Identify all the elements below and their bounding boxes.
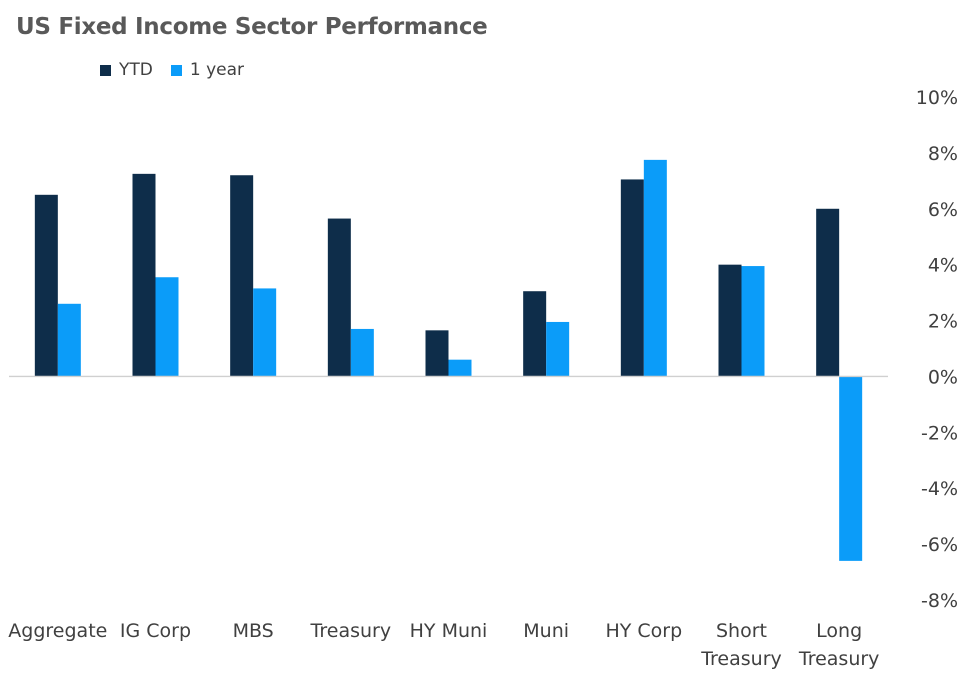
bar-1-year-ig-corp bbox=[155, 277, 179, 377]
bar-1-year-mbs bbox=[253, 288, 277, 377]
x-tick-label: Treasury bbox=[310, 620, 392, 642]
y-tick-label: 8% bbox=[928, 143, 958, 165]
x-tick-label: HY Corp bbox=[605, 620, 682, 642]
x-tick-label: MBS bbox=[233, 620, 274, 642]
x-tick-label: Long bbox=[816, 620, 862, 642]
y-tick-label: -6% bbox=[921, 534, 958, 556]
legend-swatch-1-year bbox=[170, 64, 182, 76]
bars-group bbox=[34, 159, 863, 561]
x-tick-label: Muni bbox=[523, 620, 569, 642]
y-tick-label: 4% bbox=[928, 255, 958, 277]
bar-1-year-long-treasury bbox=[839, 376, 863, 561]
bar-1-year-hy-corp bbox=[643, 159, 667, 377]
bar-ytd-muni bbox=[523, 291, 547, 377]
y-axis-ticks: 10% 8% 6% 4% 2% 0% -2% -4% -6% -8% bbox=[916, 87, 958, 612]
legend-label-ytd: YTD bbox=[119, 60, 153, 80]
x-tick-label: Short bbox=[716, 620, 767, 642]
y-tick-label: 2% bbox=[928, 311, 958, 333]
bar-ytd-treasury bbox=[327, 218, 351, 377]
bar-ytd-hy-muni bbox=[425, 330, 449, 377]
bar-ytd-hy-corp bbox=[620, 179, 644, 377]
legend: YTD 1 year bbox=[100, 60, 244, 80]
y-tick-label: -4% bbox=[921, 478, 958, 500]
x-tick-label: IG Corp bbox=[120, 620, 191, 642]
y-tick-label: 10% bbox=[916, 87, 958, 109]
x-tick-label: Treasury bbox=[700, 648, 782, 670]
bar-ytd-mbs bbox=[230, 175, 254, 377]
x-tick-label: HY Muni bbox=[410, 620, 488, 642]
bar-1-year-muni bbox=[546, 321, 570, 377]
bar-ytd-long-treasury bbox=[816, 208, 840, 377]
bar-1-year-hy-muni bbox=[448, 359, 472, 377]
bar-ytd-ig-corp bbox=[132, 173, 156, 377]
bar-ytd-short-treasury bbox=[718, 264, 742, 377]
legend-item-ytd: YTD bbox=[100, 60, 153, 80]
x-tick-label: Treasury bbox=[798, 648, 880, 670]
bar-1-year-short-treasury bbox=[741, 266, 765, 377]
y-tick-label: -8% bbox=[921, 590, 958, 612]
chart-title: US Fixed Income Sector Performance bbox=[16, 14, 488, 40]
x-axis-labels: Aggregate IG Corp MBS Treasury HY Muni Muni HY… bbox=[8, 620, 879, 670]
legend-item-1-year: 1 year bbox=[170, 60, 245, 80]
bar-ytd-aggregate bbox=[34, 194, 58, 377]
legend-swatch-ytd bbox=[100, 64, 111, 76]
bar-1-year-treasury bbox=[350, 328, 374, 377]
y-tick-label: -2% bbox=[921, 422, 958, 444]
y-tick-label: 0% bbox=[928, 366, 958, 388]
bar-1-year-aggregate bbox=[57, 303, 81, 377]
legend-label-1-year: 1 year bbox=[189, 60, 245, 80]
y-tick-label: 6% bbox=[928, 199, 958, 221]
x-tick-label: Aggregate bbox=[8, 620, 107, 642]
